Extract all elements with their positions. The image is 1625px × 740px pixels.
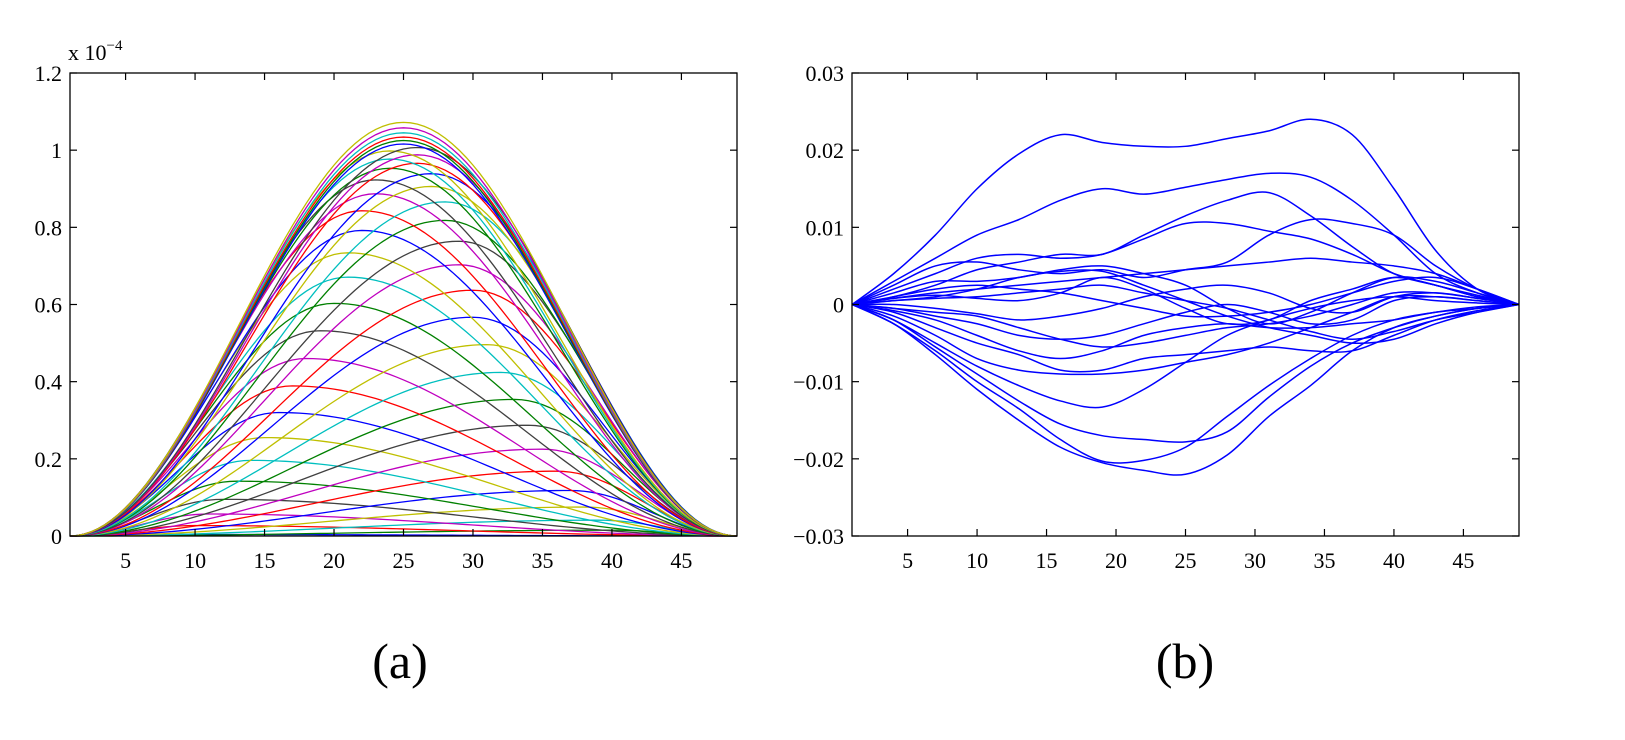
x-tick-label-b: 35 [1313,548,1335,573]
series-line-b [851,118,1520,306]
x-tick-label-b: 45 [1452,548,1474,573]
series-line-a [69,146,738,537]
series-line-b [851,303,1520,464]
series-line-b [851,276,1520,318]
series-group-a [69,121,738,537]
y-tick-label-b: −0.02 [793,447,844,472]
series-line-a [69,357,738,537]
series-line-a [69,132,738,537]
y-tick-label-b: 0 [833,293,844,318]
series-group-b [851,118,1520,476]
series-line-a [69,330,738,537]
series-line-b [851,303,1520,373]
series-line-b [851,284,1520,321]
y-multiplier-a: x 10−4 [68,38,123,65]
y-exponent-a: −4 [107,38,123,54]
x-tick-label-a: 35 [531,548,553,573]
y-tick-label-a: 1.2 [35,61,63,86]
plot-area-b [852,73,1519,536]
y-tick-label-a: 1 [51,138,62,163]
y-tick-label-b: 0.01 [806,215,845,240]
x-tick-label-a: 5 [120,548,131,573]
series-line-a [69,121,738,537]
series-line-b [851,291,1520,348]
series-line-a [69,480,738,537]
x-tick-label-b: 10 [966,548,988,573]
y-ticks-a: 0 0.2 0.4 0.6 0.8 1 1.2 [35,61,737,549]
y-tick-label-a: 0 [51,524,62,549]
series-line-a [69,470,738,537]
x-tick-label-a: 15 [254,548,276,573]
x-tick-label-b: 30 [1244,548,1266,573]
panel-a: 5 10 15 20 25 30 35 40 45 0 0.2 0.4 0.6 0.8 1 1.2 x 10… [35,38,738,689]
series-line-a [69,264,738,537]
y-tick-label-b: 0.03 [806,61,845,86]
series-line-a [69,398,738,537]
series-line-a [69,498,738,537]
y-tick-label-a: 0.8 [35,215,63,240]
y-tick-label-a: 0.4 [35,370,63,395]
series-line-b [851,284,1520,340]
x-tick-label-b: 40 [1383,548,1405,573]
x-ticks-b: 5 10 15 20 25 30 35 40 45 [902,73,1474,573]
series-line-a [69,506,738,537]
x-tick-label-a: 30 [462,548,484,573]
series-line-b [851,296,1520,409]
series-line-a [69,343,738,537]
series-line-b [851,303,1520,476]
x-tick-label-a: 10 [184,548,206,573]
y-tick-label-a: 0.6 [35,293,63,318]
y-tick-label-b: 0.02 [806,138,845,163]
series-line-a [69,519,738,537]
x-tick-label-a: 20 [323,548,345,573]
y-ticks-b: −0.03 −0.02 −0.01 0 0.01 0.02 0.03 [793,61,1519,549]
x-tick-label-a: 45 [670,548,692,573]
x-tick-label-b: 20 [1105,548,1127,573]
y-tick-label-a: 0.2 [35,447,63,472]
y-tick-label-b: −0.01 [793,370,844,395]
series-line-b [851,265,1520,325]
x-tick-label-b: 25 [1175,548,1197,573]
series-line-b [851,257,1520,306]
series-line-a [69,316,738,537]
panel-b: 5 10 15 20 25 30 35 40 45 −0.03 −0.02 −0.01 0 0.01 0.… [793,61,1520,689]
series-line-a [69,436,738,537]
panel-label-b: (b) [1156,633,1214,689]
series-line-a [69,127,738,537]
panel-label-a: (a) [372,633,428,689]
series-line-b [851,172,1520,306]
x-ticks-a: 5 10 15 20 25 30 35 40 45 [120,73,692,573]
y-tick-label-b: −0.03 [793,524,844,549]
x-tick-label-a: 40 [601,548,623,573]
series-line-a [69,524,737,537]
x-tick-label-b: 15 [1036,548,1058,573]
x-tick-label-a: 25 [393,548,415,573]
x-tick-label-b: 5 [902,548,913,573]
